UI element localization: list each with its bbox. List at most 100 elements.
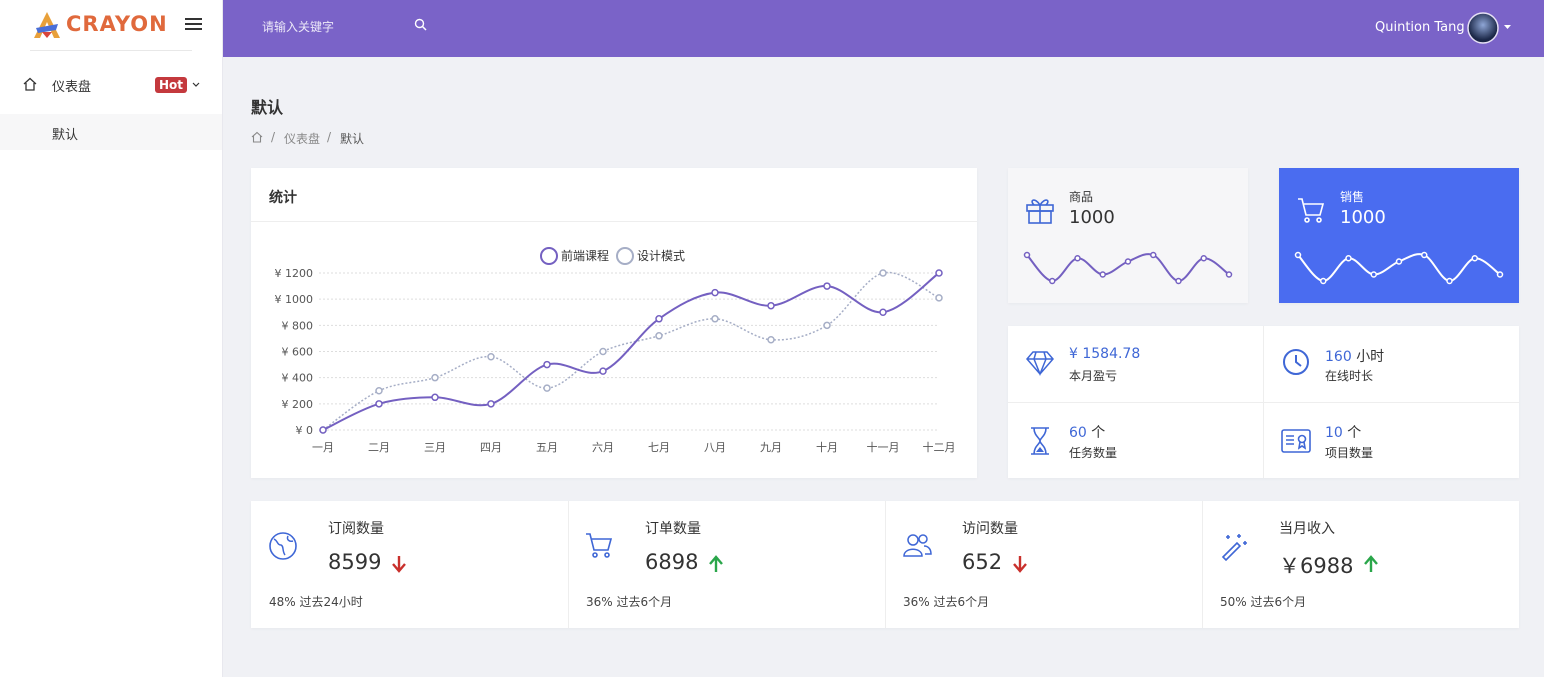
y-tick-label: ¥ 200 bbox=[282, 398, 314, 411]
data-point bbox=[543, 360, 551, 369]
data-point bbox=[711, 315, 719, 323]
summary-value: 652 bbox=[962, 550, 1003, 574]
submenu-item[interactable]: 默认 bbox=[0, 114, 222, 150]
legend-marker bbox=[616, 247, 634, 265]
summary-footer: 36% 过去6个月 bbox=[586, 593, 672, 610]
y-tick-label: ¥ 400 bbox=[282, 372, 314, 385]
sparkline-point bbox=[1049, 277, 1056, 285]
stat-value-row: 160 小时 bbox=[1325, 346, 1384, 366]
stat-value-row: 10 个 bbox=[1325, 422, 1361, 442]
data-point bbox=[823, 282, 831, 290]
gift-icon bbox=[1026, 199, 1054, 224]
x-tick-label: 三月 bbox=[424, 441, 446, 454]
summary-percent: 36% bbox=[586, 595, 613, 609]
x-tick-label: 十月 bbox=[816, 440, 838, 454]
user-name[interactable]: Quintion Tang bbox=[1375, 20, 1465, 35]
menu-toggle[interactable] bbox=[185, 17, 203, 32]
x-tick-label: 九月 bbox=[760, 441, 782, 454]
summary-label: 订单数量 bbox=[645, 521, 701, 537]
divider bbox=[251, 221, 977, 222]
menu-item[interactable]: 仪表盘 Hot bbox=[0, 68, 222, 102]
card-label: 销售 bbox=[1340, 190, 1365, 204]
data-point bbox=[599, 367, 607, 375]
sparkline-point bbox=[1370, 271, 1377, 278]
menu-label: 仪表盘 bbox=[52, 80, 92, 95]
sparkline-point bbox=[1074, 255, 1081, 262]
data-point bbox=[599, 347, 607, 356]
project-icon bbox=[1281, 429, 1311, 453]
caret bbox=[192, 82, 200, 87]
summary-value: 8599 bbox=[328, 550, 382, 574]
breadcrumb-separator: / bbox=[327, 130, 332, 144]
search-icon[interactable] bbox=[414, 18, 428, 32]
stat-label: 任务数量 bbox=[1069, 446, 1118, 460]
cart-icon bbox=[1298, 198, 1325, 223]
stat-value: 10 bbox=[1325, 425, 1343, 441]
summary-period: 过去6个月 bbox=[933, 595, 990, 609]
line-chart: ¥ 0 ¥ 200 ¥ 400 ¥ 600 ¥ 800 ¥ 1000 ¥ 1200 一月 二月 三… bbox=[275, 247, 956, 454]
sparkline-point bbox=[1421, 251, 1428, 259]
legend-label: 设计模式 bbox=[637, 249, 685, 263]
sparkline bbox=[1294, 251, 1504, 285]
summary-icon bbox=[1221, 534, 1247, 561]
summary-footer: 36% 过去6个月 bbox=[903, 593, 989, 610]
divider bbox=[30, 50, 192, 51]
sparkline-point bbox=[1496, 271, 1504, 278]
data-point bbox=[319, 426, 327, 434]
summary-period: 过去24小时 bbox=[299, 595, 363, 609]
sparkline-point bbox=[1124, 258, 1132, 265]
stat-card: 商品 1000 bbox=[1008, 168, 1248, 303]
x-tick-label: 五月 bbox=[536, 441, 558, 454]
sidebar: CRAYON 仪表盘 Hot 默认 bbox=[0, 0, 223, 677]
breadcrumb-item[interactable]: 仪表盘 bbox=[284, 132, 321, 146]
card-value: 1000 bbox=[1340, 207, 1386, 228]
hourglass-icon bbox=[1031, 427, 1049, 455]
x-tick-label: 二月 bbox=[368, 441, 390, 454]
breadcrumb-home[interactable] bbox=[251, 131, 263, 143]
summary-panel: 订阅数量 8599 48% 过去24小时 订单数量 6898 36% 过去6个月 访问数量 6… bbox=[251, 501, 1519, 628]
legend-label: 前端课程 bbox=[561, 248, 609, 263]
summary-footer: 48% 过去24小时 bbox=[269, 593, 363, 610]
x-tick-label: 十二月 bbox=[923, 440, 956, 454]
summary-label: 访问数量 bbox=[962, 521, 1018, 537]
trend-arrow-down bbox=[392, 556, 406, 573]
data-point bbox=[431, 393, 439, 402]
divider bbox=[1202, 501, 1203, 628]
header: 请输入关键字 Quintion Tang bbox=[223, 0, 1544, 57]
data-point bbox=[655, 332, 663, 340]
summary-value: 6898 bbox=[645, 550, 699, 574]
x-tick-label: 六月 bbox=[592, 441, 614, 454]
sparkline-point bbox=[1320, 277, 1327, 285]
home-icon bbox=[23, 77, 37, 91]
data-point bbox=[935, 294, 943, 302]
breadcrumb-item: 默认 bbox=[340, 132, 365, 146]
logo-text: CRAYON bbox=[66, 12, 168, 36]
summary-period: 过去6个月 bbox=[1250, 595, 1307, 609]
user-caret[interactable] bbox=[1504, 25, 1512, 31]
stats-panel: ¥ 1584.78 本月盈亏 160 小时 在线时长 60 个 任务数量 10 … bbox=[1008, 326, 1519, 478]
stat-label: 项目数量 bbox=[1325, 446, 1374, 460]
search-input[interactable]: 请输入关键字 bbox=[262, 20, 335, 34]
sparkline-point bbox=[1023, 251, 1031, 259]
divider bbox=[885, 501, 886, 628]
sparkline bbox=[1023, 251, 1233, 285]
sparkline-point bbox=[1175, 277, 1182, 285]
data-point bbox=[879, 308, 887, 316]
stat-label: 在线时长 bbox=[1325, 369, 1374, 383]
stat-unit: 小时 bbox=[1356, 349, 1385, 365]
sparkline-point bbox=[1150, 251, 1157, 259]
diamond-icon bbox=[1026, 351, 1054, 376]
data-point bbox=[767, 301, 775, 310]
sparkline-path bbox=[1297, 253, 1501, 282]
summary-percent: 48% bbox=[269, 595, 296, 609]
avatar[interactable] bbox=[1467, 12, 1499, 44]
data-point bbox=[767, 335, 775, 344]
logo-icon bbox=[34, 12, 60, 38]
x-tick-label: 七月 bbox=[648, 441, 670, 454]
sparkline-point bbox=[1099, 271, 1106, 278]
trend-arrow-up bbox=[1364, 555, 1378, 572]
summary-percent: 36% bbox=[903, 595, 930, 609]
stat-value: ¥ 1584.78 bbox=[1069, 346, 1141, 362]
data-point bbox=[487, 400, 495, 408]
y-tick-label: ¥ 800 bbox=[282, 319, 314, 332]
